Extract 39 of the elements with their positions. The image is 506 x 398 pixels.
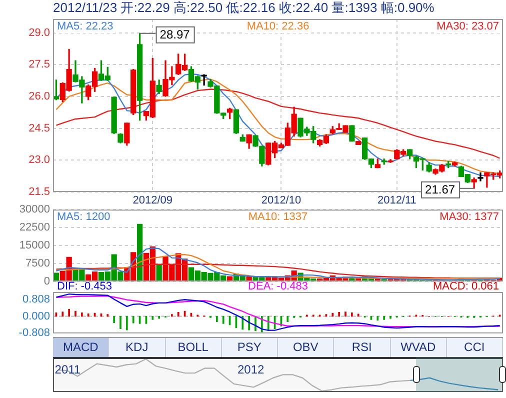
y-tick-label: 23.0 (28, 154, 50, 166)
x-tick-label: 2012/11 (377, 194, 416, 207)
text: MA5: 22.23 (57, 20, 114, 33)
y-tick-label: 21.5 (28, 186, 50, 198)
y-tick-label: 22500 (19, 222, 50, 234)
y-tick-label: -0.808 (18, 326, 50, 339)
y-tick-label: 24.5 (28, 122, 50, 134)
annotation: 28.97 (160, 28, 190, 42)
text: MA30: 23.07 (436, 20, 499, 33)
text: KDJ (109, 338, 166, 357)
text: MACD (53, 338, 110, 357)
y-tick-label: 7500 (26, 257, 50, 270)
text: MA5: 1200 (57, 211, 110, 224)
text: MA10: 22.36 (246, 20, 310, 33)
text: PSY (222, 338, 278, 357)
y-tick-label: 0 (44, 275, 50, 288)
text: OBV (278, 338, 334, 357)
text: MA30: 1377 (440, 211, 499, 224)
x-tick-label: 2012/10 (261, 194, 302, 207)
y-tick-label: 26.0 (28, 90, 50, 103)
text: RSI (334, 338, 390, 357)
series-label: DEA: -0.483 (248, 280, 308, 293)
y-tick-label: 29.0 (28, 26, 50, 39)
annotation: 2011 (54, 362, 81, 376)
y-tick-label: 0.808 (22, 294, 50, 306)
annotation: 2012 (238, 362, 265, 376)
x-tick-label: 2012/09 (132, 194, 173, 207)
text: MA10: 1337 (248, 211, 308, 224)
chart-title: 2012/11/23 开:22.29 高:22.50 低:22.16 收:22.40 量:1393 幅:0.90% (53, 0, 435, 16)
series-label: DIF: -0.453 (57, 280, 112, 293)
y-tick-label: 27.5 (28, 58, 50, 71)
y-tick-label: 0.000 (22, 310, 50, 322)
text: CCI (446, 338, 503, 357)
y-tick-label: 15000 (19, 240, 50, 252)
text: BOLL (166, 338, 222, 357)
text: WVAD (390, 338, 447, 357)
annotation: 21.67 (425, 182, 456, 197)
y-tick-label: 30000 (19, 204, 50, 216)
text: MACD: 0.061 (432, 280, 499, 293)
